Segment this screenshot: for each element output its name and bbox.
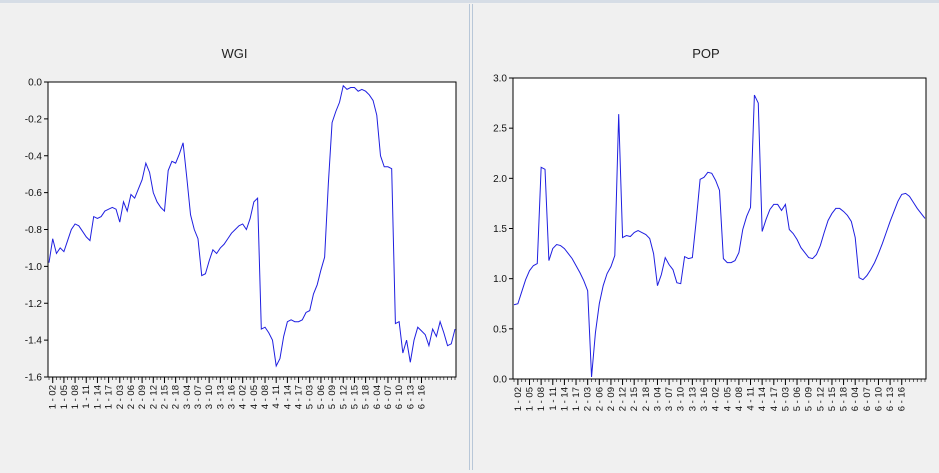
- y-tick-label: 2.5: [493, 124, 507, 135]
- x-tick-label: 4 - 17: [769, 387, 780, 411]
- y-tick-label: -1.2: [25, 299, 43, 310]
- x-tick-label: 4 - 14: [757, 387, 768, 411]
- x-tick-label: 4 - 08: [734, 387, 745, 411]
- x-tick-label: 1 - 14: [559, 387, 570, 411]
- x-tick-label: 2 - 18: [641, 387, 652, 411]
- y-tick-label: -0.8: [25, 225, 43, 236]
- chart-svg-pop: 0.00.51.01.52.02.53.01 - 02 1 - 05 1 - 08 1…: [493, 74, 927, 411]
- x-tick-label: 2 - 18: [171, 385, 182, 409]
- x-tick-label: 5 - 03: [780, 387, 791, 411]
- y-tick-label: -1.4: [25, 336, 43, 347]
- x-tick-label: 1 - 17: [104, 385, 115, 409]
- x-tick-label: 4 - 08: [260, 385, 271, 409]
- x-tick-label: 1 - 02: [513, 387, 524, 411]
- x-tick-label: 5 - 15: [827, 387, 838, 411]
- x-tick-label: 5 - 18: [839, 387, 850, 411]
- x-tick-label: 5 - 12: [815, 387, 826, 411]
- x-tick-label: 1 - 08: [70, 385, 81, 409]
- y-tick-label: 0.0: [493, 375, 507, 386]
- chart-panel-pop[interactable]: POP 0.0 0.5 1.0 1.5 2.0 2.5 3.0 1 - 02 1 - 05 1 -…: [472, 4, 939, 470]
- x-tick-label: 1 - 05: [525, 387, 536, 411]
- y-tick-label: 3.0: [493, 74, 507, 85]
- x-tick-label: 4 - 05: [249, 385, 260, 409]
- x-tick-label: 4 - 02: [711, 387, 722, 411]
- x-tick-label: 6 - 07: [862, 387, 873, 411]
- x-tick-label: 6 - 10: [394, 385, 405, 409]
- series-line-pop: [513, 94, 926, 378]
- x-tick-label: 6 - 04: [372, 385, 383, 409]
- x-tick-label: 1 - 08: [536, 387, 547, 411]
- chart-svg-wgi: 0.0 -0.2 -0.4 -0.6 -0.8 -1.0 -1.2 -1.4 -1.6 1 - 0…: [25, 78, 457, 409]
- x-tick-label: 2 - 03: [115, 385, 126, 409]
- x-tick-label: 2 - 06: [594, 387, 605, 411]
- x-tick-label: 1 - 14: [92, 385, 103, 409]
- x-tick-label: 4 - 14: [282, 385, 293, 409]
- x-tick-label: 5 - 12: [338, 385, 349, 409]
- x-tick-label: 3 - 10: [204, 385, 215, 409]
- y-tick-label: 1.5: [493, 224, 507, 235]
- x-tick-label: 6 - 04: [850, 387, 861, 411]
- x-tick-label: 2 - 03: [583, 387, 594, 411]
- series-line-wgi: [48, 84, 456, 368]
- y-tick-label: -0.2: [25, 114, 43, 125]
- y-tick-label: 2.0: [493, 174, 507, 185]
- chart-title-pop: POP: [692, 46, 720, 61]
- plot-area: [512, 77, 927, 380]
- x-tick-label: 3 - 07: [193, 385, 204, 409]
- x-tick-label: 4 - 17: [294, 385, 305, 409]
- y-tick-label: 0.0: [28, 78, 42, 89]
- y-tick-label: -1.6: [25, 373, 43, 384]
- x-tick-label: 5 - 06: [316, 385, 327, 409]
- x-tick-label: 3 - 13: [215, 385, 226, 409]
- window-top-strip: [0, 0, 939, 3]
- x-tick-label: 4 - 05: [722, 387, 733, 411]
- x-tick-label: 2 - 12: [148, 385, 159, 409]
- chart-title-wgi: WGI: [221, 46, 248, 61]
- x-tick-label: 1 - 17: [571, 387, 582, 411]
- x-tick-label: 1 - 05: [59, 385, 70, 409]
- x-tick-label: 6 - 16: [897, 387, 908, 411]
- x-tick-label: 1 - 11: [81, 385, 92, 409]
- x-tick-label: 6 - 13: [885, 387, 896, 411]
- x-tick-label: 3 - 16: [699, 387, 710, 411]
- x-tick-label: 3 - 07: [664, 387, 675, 411]
- x-tick-label: 4 - 02: [238, 385, 249, 409]
- x-tick-label: 3 - 04: [652, 387, 663, 411]
- x-tick-label: 5 - 09: [327, 385, 338, 409]
- x-tick-label: 3 - 13: [687, 387, 698, 411]
- x-tick-label: 4 - 11: [746, 387, 757, 411]
- x-tick-label: 1 - 11: [548, 387, 559, 411]
- x-tick-label: 6 - 16: [416, 385, 427, 409]
- plot-area: [47, 81, 457, 378]
- x-tick-label: 3 - 04: [182, 385, 193, 409]
- y-tick-label: 1.0: [493, 274, 507, 285]
- x-tick-label: 3 - 16: [227, 385, 238, 409]
- x-tick-label: 6 - 10: [873, 387, 884, 411]
- y-tick-label: -0.4: [25, 151, 43, 162]
- x-tick-label: 5 - 18: [361, 385, 372, 409]
- chart-panel-wgi[interactable]: WGI 0.0 -0.2 -0.4 -0.6 -0.8 -1.0 -1.2 -1.4 -1.6 1…: [0, 4, 470, 470]
- x-tick-label: 1 - 02: [48, 385, 59, 409]
- y-tick-label: -1.0: [25, 262, 43, 273]
- x-tick-label: 6 - 13: [405, 385, 416, 409]
- x-tick-label: 2 - 09: [137, 385, 148, 409]
- x-tick-label: 5 - 15: [349, 385, 360, 409]
- x-tick-label: 3 - 10: [676, 387, 687, 411]
- x-tick-label: 5 - 06: [792, 387, 803, 411]
- y-tick-label: 0.5: [493, 324, 507, 335]
- x-tick-label: 2 - 12: [618, 387, 629, 411]
- x-tick-label: 5 - 09: [804, 387, 815, 411]
- x-tick-label: 4 - 11: [271, 385, 282, 409]
- y-tick-label: -0.6: [25, 188, 43, 199]
- x-tick-label: 2 - 15: [629, 387, 640, 411]
- x-tick-label: 6 - 07: [383, 385, 394, 409]
- x-tick-label: 5 - 03: [305, 385, 316, 409]
- x-tick-label: 2 - 09: [606, 387, 617, 411]
- x-tick-label: 2 - 15: [159, 385, 170, 409]
- x-tick-label: 2 - 06: [126, 385, 137, 409]
